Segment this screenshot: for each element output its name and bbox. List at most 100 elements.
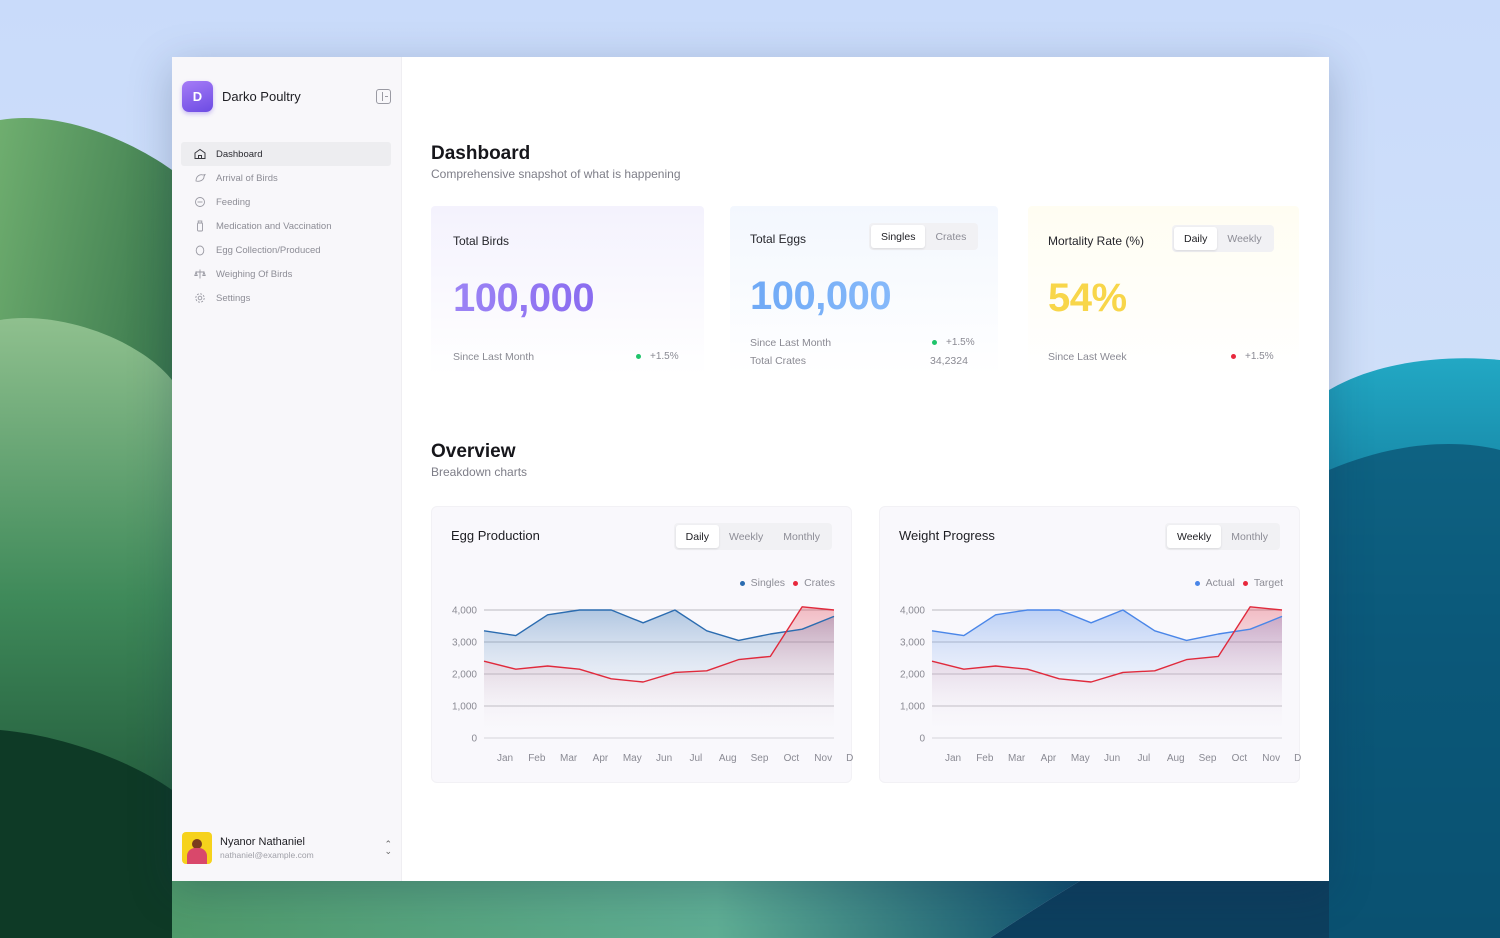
sidebar-item-settings[interactable]: Settings <box>181 286 391 310</box>
sidebar-item-feeding[interactable]: Feeding <box>181 190 391 214</box>
y-tick-label: 3,000 <box>900 638 925 649</box>
change-value: +1.5% <box>650 351 679 362</box>
x-tick-label: Feb <box>528 753 546 764</box>
sidebar-collapse-icon[interactable] <box>376 89 391 104</box>
x-tick-label: May <box>623 753 642 764</box>
eggs-unit-toggle: Singles Crates <box>869 223 979 250</box>
sidebar: D Darko Poultry Dashboard Arrival of Bir… <box>172 57 402 881</box>
series-line-target <box>931 606 1283 683</box>
medicine-bottle-icon <box>194 220 206 232</box>
home-icon <box>194 148 206 160</box>
y-tick-label: 2,000 <box>452 670 477 681</box>
x-tick-label: Sep <box>751 753 769 764</box>
total-crates-label: Total Crates <box>750 355 807 367</box>
legend-label: Actual <box>1205 577 1235 589</box>
x-tick-label: Mar <box>560 753 578 764</box>
change-value: +1.5% <box>946 337 975 348</box>
legend-label: Singles <box>750 577 786 589</box>
change-indicator: +1.5% <box>932 337 975 348</box>
chart-legend: Singles Crates <box>732 577 835 589</box>
x-tick-label: Oct <box>784 753 800 764</box>
x-tick-label: Apr <box>1041 753 1057 764</box>
total-birds-card: Total Birds 100,000 Since Last Month +1.… <box>431 206 704 376</box>
legend-label: Crates <box>804 577 835 589</box>
card-label: Total Birds <box>453 234 510 248</box>
legend-item: Crates <box>793 577 835 589</box>
x-tick-label: Jun <box>656 753 672 764</box>
legend-item: Singles <box>739 577 786 589</box>
tab-monthly[interactable]: Monthly <box>1231 530 1268 543</box>
x-tick-label: Jan <box>497 753 513 764</box>
user-email: nathaniel@example.com <box>220 850 314 860</box>
egg-production-card: Egg Production Daily Weekly Monthly Sing… <box>431 506 853 783</box>
tab-daily[interactable]: Daily <box>1174 227 1218 250</box>
sidebar-item-label: Egg Collection/Produced <box>216 244 321 256</box>
sidebar-item-label: Settings <box>216 292 251 304</box>
mortality-period-toggle: Daily Weekly <box>1172 225 1274 252</box>
sidebar-nav: Dashboard Arrival of Birds Feeding Medic… <box>181 142 391 310</box>
legend-dot-icon <box>739 580 745 586</box>
tab-singles[interactable]: Singles <box>871 225 926 248</box>
tab-weekly[interactable]: Weekly <box>1227 232 1262 245</box>
chart-title: Weight Progress <box>899 528 995 543</box>
egg-period-toggle: Daily Weekly Monthly <box>673 523 832 550</box>
weight-period-toggle: Weekly Monthly <box>1165 523 1280 550</box>
sidebar-item-arrival-of-birds[interactable]: Arrival of Birds <box>181 166 391 190</box>
page-title: Dashboard <box>431 143 531 164</box>
tab-monthly[interactable]: Monthly <box>783 530 820 543</box>
y-tick-label: 4,000 <box>900 606 925 617</box>
tab-daily[interactable]: Daily <box>675 525 719 548</box>
sidebar-item-medication-and-vaccination[interactable]: Medication and Vaccination <box>181 214 391 238</box>
bird-icon <box>194 172 206 184</box>
mortality-value: 54% <box>1048 276 1127 320</box>
gear-icon <box>194 292 206 304</box>
y-tick-label: 1,000 <box>900 702 925 713</box>
sidebar-item-dashboard[interactable]: Dashboard <box>181 142 391 166</box>
chevron-up-down-icon[interactable]: ⌃ ⌄ <box>384 839 392 856</box>
x-tick-label: May <box>1071 753 1090 764</box>
series-area-target <box>932 606 1282 738</box>
sidebar-item-label: Weighing Of Birds <box>216 268 293 280</box>
egg-icon <box>194 244 206 256</box>
total-eggs-value: 100,000 <box>750 274 892 318</box>
series-area-crates <box>484 606 834 738</box>
legend-dot-icon <box>1242 580 1248 586</box>
tab-weekly[interactable]: Weekly <box>1167 525 1222 548</box>
tab-weekly[interactable]: Weekly <box>729 530 764 543</box>
change-value: +1.5% <box>1245 351 1274 362</box>
brand[interactable]: D Darko Poultry <box>182 81 301 112</box>
app-window: D Darko Poultry Dashboard Arrival of Bir… <box>172 57 1329 881</box>
x-tick-label: Feb <box>976 753 994 764</box>
x-tick-label: Oct <box>1232 753 1248 764</box>
x-tick-label: Apr <box>593 753 609 764</box>
change-indicator: +1.5% <box>636 351 679 362</box>
brand-logo: D <box>182 81 213 112</box>
legend-label: Target <box>1253 577 1283 589</box>
x-tick-label: Dec <box>1294 753 1301 764</box>
card-label: Total Eggs <box>750 232 807 246</box>
x-tick-label: Mar <box>1008 753 1026 764</box>
feed-icon <box>194 196 206 208</box>
series-line-crates <box>483 606 835 683</box>
card-label: Mortality Rate (%) <box>1048 234 1145 248</box>
card-foot: Since Last Week <box>1048 351 1127 363</box>
scale-icon <box>194 268 206 280</box>
sidebar-item-egg-collection[interactable]: Egg Collection/Produced <box>181 238 391 262</box>
x-tick-label: Dec <box>846 753 853 764</box>
down-dot-icon <box>1231 354 1236 359</box>
legend-item: Actual <box>1194 577 1235 589</box>
legend-dot-icon <box>793 580 799 586</box>
y-tick-label: 0 <box>919 734 925 745</box>
y-tick-label: 0 <box>471 734 477 745</box>
x-tick-label: Jul <box>690 753 703 764</box>
total-birds-value: 100,000 <box>453 276 595 320</box>
card-foot: Since Last Month <box>453 351 535 363</box>
tab-crates[interactable]: Crates <box>935 230 967 243</box>
x-tick-label: Aug <box>719 753 737 764</box>
x-tick-label: Nov <box>814 753 832 764</box>
user-name: Nyanor Nathaniel <box>220 836 305 848</box>
user-profile[interactable]: Nyanor Nathaniel nathaniel@example.com ⌃… <box>182 832 392 864</box>
sidebar-item-label: Feeding <box>216 196 251 208</box>
sidebar-item-weighing-of-birds[interactable]: Weighing Of Birds <box>181 262 391 286</box>
x-tick-label: Jul <box>1138 753 1151 764</box>
